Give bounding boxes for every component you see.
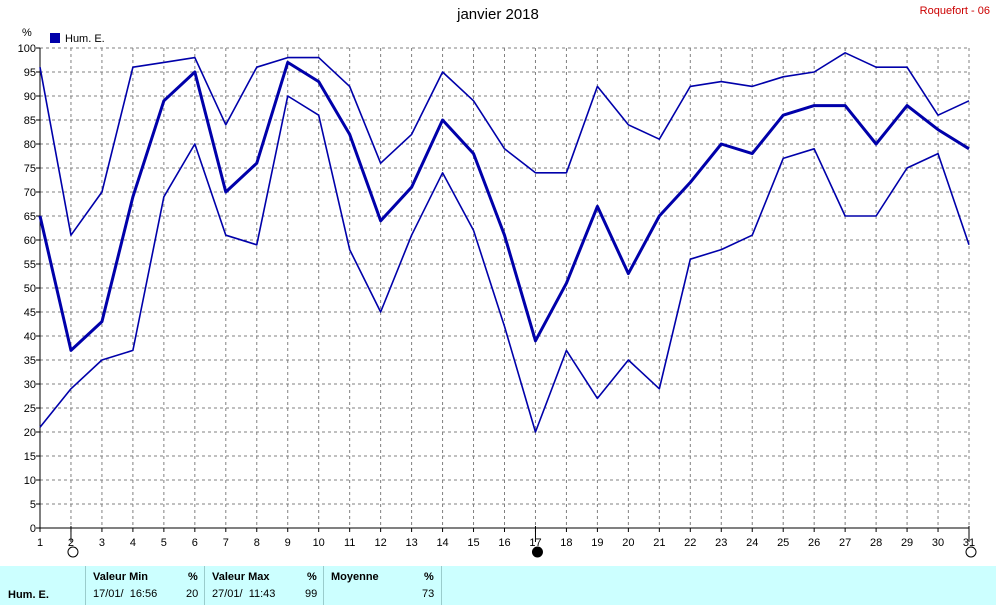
x-tick-label: 18: [560, 537, 572, 549]
footer-min-label: Valeur Min: [93, 571, 149, 583]
x-tick-label: 23: [715, 537, 727, 549]
footer-min-value: 20: [186, 588, 199, 600]
series-line-min: [39, 95, 970, 433]
footer-avg-label: Moyenne: [331, 571, 379, 583]
footer-row-label-cell: Hum. E.: [0, 566, 86, 605]
footer-max-value: 99: [305, 588, 318, 600]
series-line-max: [39, 51, 970, 236]
x-tick-label: 6: [192, 537, 198, 549]
x-tick-label: 22: [684, 537, 696, 549]
x-tick-label: 7: [223, 537, 229, 549]
y-tick-label: 55: [24, 259, 36, 271]
x-tick-label: 20: [622, 537, 634, 549]
y-tick-label: 35: [24, 355, 36, 367]
x-tick-label: 25: [777, 537, 789, 549]
x-tick-label: 26: [808, 537, 820, 549]
footer-avg-cell: Moyenne % 73: [324, 566, 442, 605]
footer-empty-cell: [442, 566, 996, 605]
footer-min-unit: %: [188, 571, 198, 583]
y-tick-label: 45: [24, 307, 36, 319]
chart-axes: [36, 47, 970, 532]
x-tick-label: 24: [746, 537, 758, 549]
y-tick-label: 5: [30, 499, 36, 511]
footer-row-label: Hum. E.: [8, 589, 49, 601]
legend-label: Hum. E.: [65, 33, 105, 45]
x-tick-label: 9: [285, 537, 291, 549]
legend-swatch: [50, 33, 60, 43]
humidity-chart: 0510152025303540455055606570758085909510…: [18, 27, 977, 558]
y-tick-label: 25: [24, 403, 36, 415]
y-tick-label: 70: [24, 187, 36, 199]
x-tick-label: 30: [932, 537, 944, 549]
x-tick-label: 2: [68, 537, 74, 549]
x-tick-label: 29: [901, 537, 913, 549]
moon-full-icon: [965, 546, 977, 558]
y-tick-label: 60: [24, 235, 36, 247]
chart-title: janvier 2018: [457, 6, 539, 23]
x-tick-label: 31: [963, 537, 975, 549]
x-tick-label: 8: [254, 537, 260, 549]
y-axis-ticks: 0 5 10 15 20 25 30 35 40 45 50 55 60 65 70 75 80 85 90 95 10…: [18, 43, 36, 535]
y-tick-label: 10: [24, 475, 36, 487]
footer-avg-value: 73: [422, 588, 435, 600]
x-tick-label: 28: [870, 537, 882, 549]
x-tick-label: 27: [839, 537, 851, 549]
footer-max-cell: Valeur Max % 27/01/ 11:43 99: [205, 566, 324, 605]
x-tick-label: 21: [653, 537, 665, 549]
y-tick-label: 100: [18, 43, 36, 55]
footer-max-label: Valeur Max: [212, 571, 270, 583]
footer-max-date: 27/01/ 11:43: [212, 588, 276, 600]
x-tick-label: 5: [161, 537, 167, 549]
footer-avg-unit: %: [424, 571, 434, 583]
x-axis-ticks: 1 2 3 4 5 6 7 8 9 10 11 12 13 14 15 16 17 18 19 20 21 22 23 24 2…: [37, 537, 975, 549]
x-tick-label: 14: [436, 537, 448, 549]
x-tick-label: 15: [467, 537, 479, 549]
y-tick-label: 95: [24, 67, 36, 79]
y-tick-label: 65: [24, 211, 36, 223]
y-tick-label: 20: [24, 427, 36, 439]
series-lines: [38, 51, 970, 433]
y-tick-label: 15: [24, 451, 36, 463]
x-tick-label: 10: [313, 537, 325, 549]
x-tick-label: 16: [498, 537, 510, 549]
y-tick-label: 90: [24, 91, 36, 103]
x-tick-label: 13: [405, 537, 417, 549]
series-line-mean: [38, 60, 970, 352]
x-tick-label: 11: [344, 537, 355, 549]
footer-min-cell: Valeur Min % 17/01/ 16:56 20: [86, 566, 205, 605]
x-tick-label: 19: [591, 537, 603, 549]
moon-phase-markers: [67, 526, 977, 558]
moon-new-icon: [531, 546, 543, 558]
y-tick-label: 50: [24, 283, 36, 295]
y-tick-label: 30: [24, 379, 36, 391]
chart-grid: [40, 47, 970, 528]
y-axis-unit: %: [22, 27, 32, 39]
x-tick-label: 17: [529, 537, 541, 549]
y-tick-label: 75: [24, 163, 36, 175]
x-tick-label: 1: [37, 537, 43, 549]
station-name: Roquefort - 06: [919, 5, 990, 17]
moon-full-icon: [67, 546, 79, 558]
x-tick-label: 4: [130, 537, 136, 549]
footer-max-unit: %: [307, 571, 317, 583]
footer-min-date: 17/01/ 16:56: [93, 588, 158, 600]
y-tick-label: 80: [24, 139, 36, 151]
y-tick-label: 0: [30, 523, 36, 535]
y-tick-label: 40: [24, 331, 36, 343]
x-tick-label: 12: [375, 537, 387, 549]
x-tick-label: 3: [99, 537, 105, 549]
y-tick-label: 85: [24, 115, 36, 127]
